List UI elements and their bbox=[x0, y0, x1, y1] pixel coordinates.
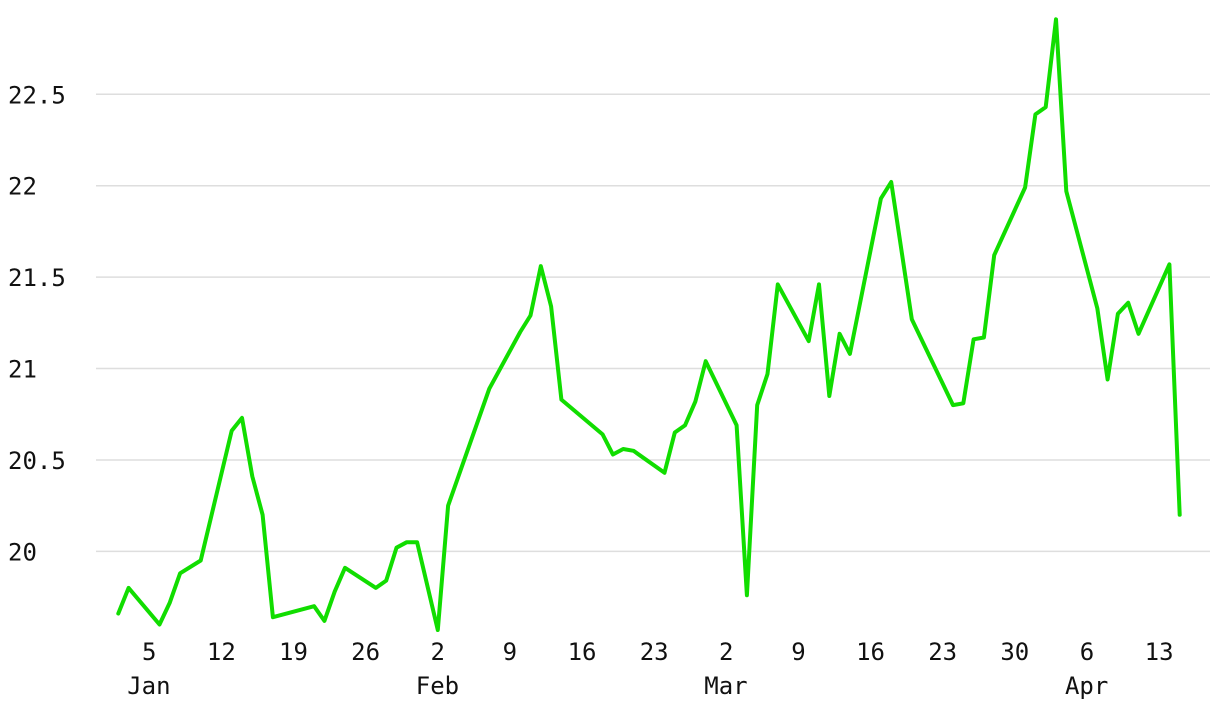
x-tick-label: 9 bbox=[503, 638, 517, 666]
y-tick-label: 20.5 bbox=[8, 447, 66, 475]
x-tick-label: 23 bbox=[928, 638, 957, 666]
x-month-label: Apr bbox=[1065, 672, 1108, 700]
x-tick-label: 19 bbox=[279, 638, 308, 666]
y-tick-label: 20 bbox=[8, 538, 37, 566]
y-tick-label: 21 bbox=[8, 356, 37, 384]
x-month-label: Jan bbox=[127, 672, 170, 700]
y-tick-label: 21.5 bbox=[8, 264, 66, 292]
x-tick-label: 30 bbox=[1000, 638, 1029, 666]
y-tick-label: 22 bbox=[8, 173, 37, 201]
y-tick-label: 22.5 bbox=[8, 81, 66, 109]
x-tick-label: 9 bbox=[791, 638, 805, 666]
x-tick-label: 16 bbox=[856, 638, 885, 666]
x-tick-label: 23 bbox=[640, 638, 669, 666]
x-tick-label: 26 bbox=[351, 638, 380, 666]
x-tick-label: 2 bbox=[719, 638, 733, 666]
x-tick-label: 16 bbox=[568, 638, 597, 666]
y-axis-ticks: 20 20.5 21 21.5 22 22.5 bbox=[8, 81, 66, 566]
x-month-label: Mar bbox=[704, 672, 747, 700]
x-tick-label: 13 bbox=[1145, 638, 1174, 666]
gridlines bbox=[96, 93, 1210, 553]
x-tick-label: 12 bbox=[207, 638, 236, 666]
x-tick-label: 6 bbox=[1080, 638, 1094, 666]
series-line bbox=[116, 17, 1182, 632]
x-axis-ticks: 5 Jan 12 19 26 2 Feb 9 16 23 2 Mar 9 16 23 30 6 Apr 13 bbox=[127, 638, 1173, 700]
x-tick-label: 5 bbox=[142, 638, 156, 666]
x-month-label: Feb bbox=[416, 672, 459, 700]
x-tick-label: 2 bbox=[431, 638, 445, 666]
